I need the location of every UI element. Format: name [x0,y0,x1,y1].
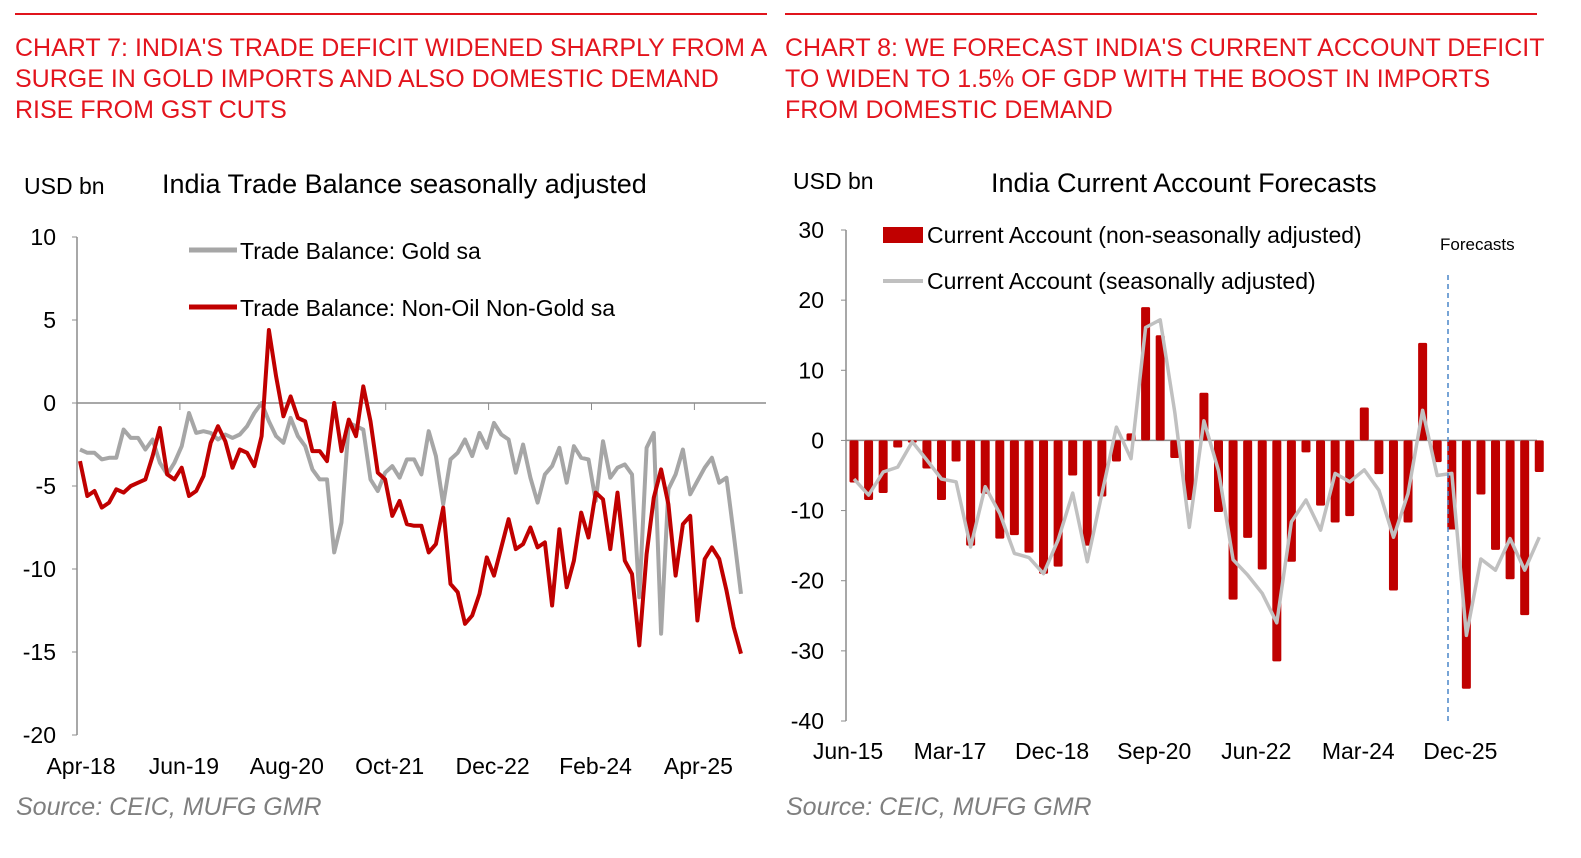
chart7-heading: CHART 7: INDIA'S TRADE DEFICIT WIDENED S… [15,34,766,124]
current-account-nsa-bar [995,440,1005,539]
chart8-y-tick-label: -30 [791,638,824,664]
current-account-nsa-bar [1155,335,1165,441]
current-account-nsa-bar [1534,440,1544,472]
current-account-nsa-bar [1228,440,1238,600]
chart8-x-tick-label: Mar-17 [914,738,987,764]
chart8-y-tick-label: -40 [791,708,824,734]
current-account-nsa-bar [1520,440,1530,616]
chart7-y-tick-label: -10 [23,556,56,582]
chart7-x-tick-label: Feb-24 [559,753,632,779]
current-account-nsa-bar [1388,440,1398,591]
current-account-nsa-bar [1345,440,1355,517]
chart7-x-tick-label: Apr-25 [664,753,733,779]
right-header-rule [785,13,1537,15]
chart8-x-tick-label: Dec-18 [1015,738,1089,764]
current-account-nsa-bar [878,440,888,494]
current-account-nsa-bar [1009,440,1019,536]
trade-balance-chart: USD bn India Trade Balance seasonally ad… [23,169,766,779]
current-account-nsa-bar [1316,440,1326,506]
current-account-chart: USD bn India Current Account Forecasts 3… [791,168,1544,764]
current-account-nsa-bar [1359,407,1369,441]
chart8-legend: Current Account (non-seasonally adjusted… [883,222,1362,294]
current-account-sa-line [852,318,1541,638]
chart8-y-tick-label: -20 [791,568,824,594]
chart8-y-tick-label: 10 [798,357,824,383]
chart7-x-tick-label: Apr-18 [46,753,115,779]
current-account-nsa-bar [864,440,874,501]
chart7-x-tick-label: Oct-21 [355,753,424,779]
current-account-nsa-bar [849,440,859,483]
chart7-ylabel: USD bn [24,173,105,199]
chart7-x-tick-label: Aug-20 [250,753,324,779]
current-account-nsa-bar [1374,440,1384,475]
current-account-nsa-bar [1432,440,1442,463]
nonoil-nongold-series-line [78,328,743,655]
chart8-x-tick-label: Jun-15 [813,738,883,764]
current-account-nsa-bar [980,440,990,494]
current-account-nsa-bar [1111,440,1121,462]
chart8-ylabel: USD bn [793,168,874,194]
chart8-x-tick-label: Sep-20 [1117,738,1191,764]
chart7-y-tick-label: 5 [43,307,56,333]
chart7-y-tick-label: -20 [23,722,56,748]
current-account-nsa-bar [1024,440,1034,553]
chart7-y-tick-label: -15 [23,639,56,665]
chart7-y-tick-label: 10 [30,224,56,250]
chart8-y-tick-label: 0 [811,427,824,453]
chart7-x-tick-label: Dec-22 [456,753,530,779]
current-account-nsa-bar [1184,440,1194,501]
chart7-y-tick-label: -5 [36,473,56,499]
legend-nsa-label: Current Account (non-seasonally adjusted… [927,222,1362,248]
chart8-y-tick-label: 30 [798,217,824,243]
current-account-nsa-bar [1491,440,1501,550]
chart8-heading: CHART 8: WE FORECAST INDIA'S CURRENT ACC… [785,34,1545,124]
current-account-nsa-bar [1476,440,1486,495]
current-account-nsa-bar [951,440,961,462]
current-account-nsa-bar [1082,440,1092,546]
legend-nonoil-label: Trade Balance: Non-Oil Non-Gold sa [240,295,615,321]
current-account-nsa-bar [1039,440,1049,574]
chart8-y-tick-label: -10 [791,498,824,524]
current-account-nsa-bar [1505,440,1515,580]
left-header-rule [15,13,767,15]
chart8-x-tick-label: Mar-24 [1322,738,1395,764]
chart7-legend: Trade Balance: Gold sa Trade Balance: No… [189,238,615,321]
chart8-source: Source: CEIC, MUFG GMR [786,793,1092,821]
current-account-nsa-bar [1170,440,1180,458]
legend-sa-label: Current Account (seasonally adjusted) [927,268,1316,294]
chart7-title: India Trade Balance seasonally adjusted [162,169,647,199]
current-account-nsa-bar [1068,440,1078,476]
chart7-x-tick-label: Jun-19 [149,753,219,779]
chart7-source: Source: CEIC, MUFG GMR [16,793,322,821]
chart8-y-tick-label: 20 [798,287,824,313]
current-account-nsa-bar [966,440,976,546]
chart7-y-tick-label: 0 [43,390,56,416]
current-account-nsa-bar [1330,440,1340,523]
legend-nsa-swatch [883,227,923,243]
current-account-nsa-bar [1301,440,1311,453]
gold-series-line [79,401,743,636]
chart8-x-tick-label: Dec-25 [1423,738,1497,764]
chart8-x-tick-label: Jun-22 [1221,738,1291,764]
current-account-nsa-bar [1461,440,1471,689]
current-account-nsa-bar [1272,440,1282,662]
forecast-label: Forecasts [1440,235,1515,254]
current-account-nsa-bar [936,440,946,501]
chart8-title: India Current Account Forecasts [991,168,1377,198]
current-account-nsa-bar [1257,440,1267,570]
current-account-nsa-bar [893,440,903,448]
legend-gold-label: Trade Balance: Gold sa [240,238,481,264]
current-account-nsa-bar [1243,440,1253,538]
